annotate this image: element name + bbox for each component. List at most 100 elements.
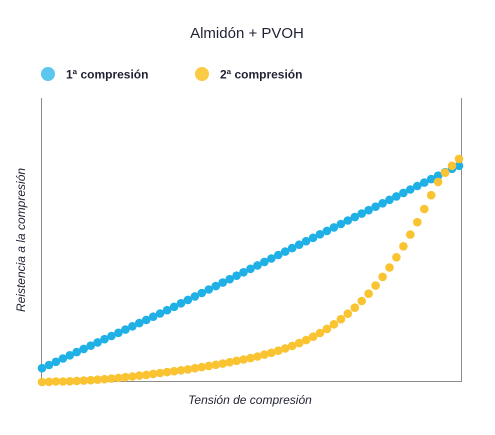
series-2-point xyxy=(121,372,130,382)
series-1-point xyxy=(79,344,88,354)
series-2-point xyxy=(329,320,339,329)
series-1-point xyxy=(294,240,304,249)
series-2-point xyxy=(260,350,269,359)
series-2-point xyxy=(44,377,54,387)
series-2-point xyxy=(246,353,255,363)
series-1-point xyxy=(148,312,158,322)
series-1-point xyxy=(162,305,172,315)
series-1-point xyxy=(155,309,165,318)
series-1-point xyxy=(392,192,401,201)
series-2-point xyxy=(148,369,158,379)
series-1-point xyxy=(364,205,373,215)
series-2-point xyxy=(72,376,81,386)
series-2-point xyxy=(79,376,88,385)
series-1-point xyxy=(72,347,81,357)
series-1-point xyxy=(86,341,95,351)
series-2-point xyxy=(100,374,109,384)
series-2-point xyxy=(378,272,387,282)
series-2-point xyxy=(176,366,186,375)
series-2-point xyxy=(197,362,207,372)
series-2-point xyxy=(267,348,276,358)
series-2-point xyxy=(183,365,193,374)
series-1-point xyxy=(385,195,394,205)
series-2-point xyxy=(315,328,325,338)
series-1-point xyxy=(239,268,248,277)
series-2-point xyxy=(399,242,408,251)
series-2-point xyxy=(322,324,332,334)
series-1-point xyxy=(287,243,297,253)
series-2-point xyxy=(308,332,318,342)
series-2-point xyxy=(135,371,144,380)
series-1-point xyxy=(350,212,360,222)
series-1-point xyxy=(378,199,387,208)
series-1-point xyxy=(420,178,429,187)
series-1-point xyxy=(280,247,290,256)
series-2-point xyxy=(294,338,304,348)
series-2-point xyxy=(37,377,47,387)
series-1-point xyxy=(246,264,255,274)
series-1-point xyxy=(44,360,54,370)
series-2-point xyxy=(447,161,457,171)
series-2-point xyxy=(433,177,443,187)
series-1-point xyxy=(260,257,269,267)
series-1-point xyxy=(322,226,332,236)
series-1-point xyxy=(135,318,144,328)
series-2-point xyxy=(371,281,380,290)
series-2-point xyxy=(274,346,283,356)
series-2-point xyxy=(190,363,200,373)
legend-marker-series-2 xyxy=(195,67,209,81)
series-2-point xyxy=(385,263,394,272)
series-1-point xyxy=(454,161,464,171)
series-2-point xyxy=(454,154,464,164)
series-1-point xyxy=(65,351,75,360)
series-1-point xyxy=(343,216,353,225)
series-2-point xyxy=(253,352,262,361)
series-1-point xyxy=(197,288,207,298)
series-2-point xyxy=(426,190,436,200)
series-2-point xyxy=(406,230,415,239)
series-1-point xyxy=(142,315,151,325)
legend-label-series-2: 2ª compresión xyxy=(220,68,302,82)
series-1-point xyxy=(371,202,380,211)
series-2-point xyxy=(86,375,95,385)
legend-marker-series-1 xyxy=(41,67,55,81)
series-1-point xyxy=(253,261,262,270)
series-2-points xyxy=(37,154,464,387)
series-1-point xyxy=(433,171,443,180)
series-2-point xyxy=(413,217,422,227)
series-1-point xyxy=(232,271,241,281)
series-1-point xyxy=(308,233,318,243)
series-2-point xyxy=(155,368,165,378)
series-2-point xyxy=(218,359,227,368)
series-2-point xyxy=(392,252,401,262)
series-2-point xyxy=(301,335,311,345)
series-2-point xyxy=(107,374,116,383)
series-2-point xyxy=(142,370,151,380)
axis-frame xyxy=(41,98,462,382)
series-1-point xyxy=(204,285,214,294)
series-1-point xyxy=(426,174,436,184)
series-1-point xyxy=(51,357,61,367)
series-2-point xyxy=(211,360,221,370)
series-1-point xyxy=(100,334,109,344)
series-1-point xyxy=(357,209,367,218)
legend: 1ª compresión 2ª compresión xyxy=(41,67,302,82)
series-2-point xyxy=(93,375,102,385)
series-2-point xyxy=(51,377,61,386)
series-1-point xyxy=(301,236,311,246)
series-2-point xyxy=(440,168,450,177)
series-2-point xyxy=(239,355,248,364)
series-1-point xyxy=(58,354,68,363)
series-1-point xyxy=(399,188,408,198)
series-2-point xyxy=(287,341,297,351)
series-1-point xyxy=(225,274,234,284)
series-2-point xyxy=(420,204,429,214)
series-1-point xyxy=(315,230,325,239)
series-1-point xyxy=(413,181,422,191)
series-1-point xyxy=(336,219,346,229)
series-2-point xyxy=(343,309,353,319)
series-1-point xyxy=(218,278,227,287)
series-1-point xyxy=(121,325,130,334)
series-2-point xyxy=(169,366,179,376)
